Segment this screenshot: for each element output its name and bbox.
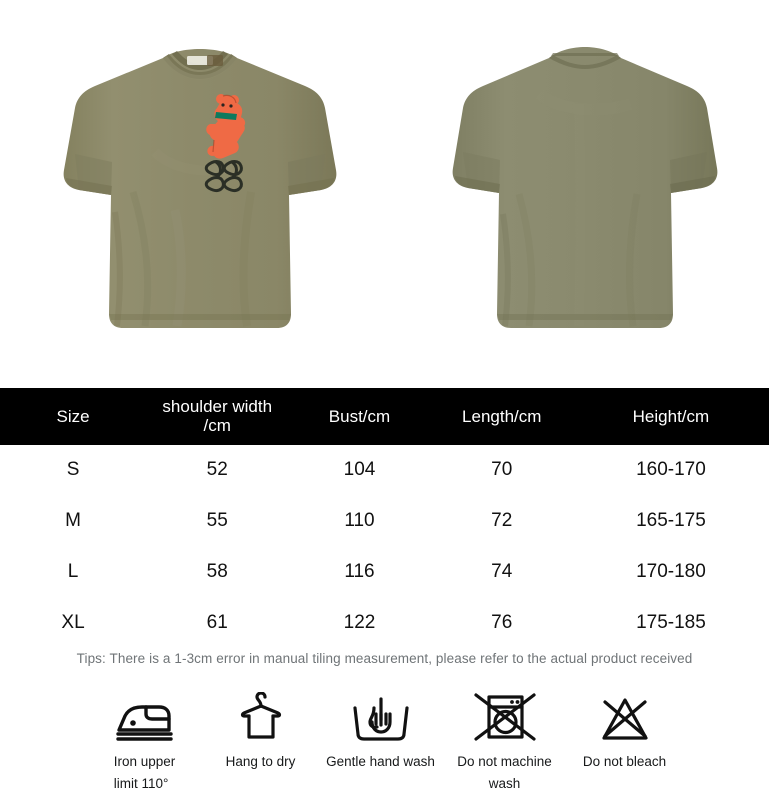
header-shoulder-line1: shoulder width — [162, 397, 273, 416]
header-height: Height/cm — [572, 388, 769, 446]
care-item-hang-dry: Hang to dry — [203, 690, 319, 773]
tshirt-back-image — [449, 44, 721, 345]
care-label-hand-wash: Gentle hand wash — [326, 754, 435, 770]
cell-size: S — [0, 445, 147, 497]
header-shoulder-width: shoulder width /cm — [146, 388, 289, 446]
tshirt-front-image — [55, 42, 345, 347]
care-label-hang-dry: Hang to dry — [225, 754, 296, 770]
table-row: S 52 104 70 160-170 — [0, 445, 769, 497]
cell-shoulder: 52 — [146, 445, 289, 497]
care-item-no-bleach: Do not bleach — [567, 690, 683, 773]
cell-size: L — [0, 547, 147, 599]
care-instructions-row: Iron upper limit 110° Hang to dry — [0, 666, 769, 796]
care-item-hand-wash: Gentle hand wash — [319, 690, 443, 773]
cell-size: M — [0, 496, 147, 548]
cell-height: 175-185 — [572, 598, 769, 650]
cell-length: 74 — [430, 547, 573, 599]
no-bleach-icon — [596, 690, 654, 742]
cell-bust: 104 — [288, 445, 431, 497]
cell-shoulder: 58 — [146, 547, 289, 599]
cell-length: 72 — [430, 496, 573, 548]
cell-size: XL — [0, 598, 147, 650]
header-bust-label: Bust/cm — [328, 406, 391, 426]
size-chart-header: Size shoulder width /cm Bust/cm Length/c… — [0, 388, 769, 446]
cell-height: 170-180 — [572, 547, 769, 599]
no-machine-wash-icon — [473, 690, 537, 742]
cell-shoulder: 55 — [146, 496, 289, 548]
care-label-no-machine-wash: Do not machine wash — [457, 754, 552, 792]
hang-to-dry-icon — [232, 690, 290, 742]
cell-length: 70 — [430, 445, 573, 497]
product-photo-front[interactable] — [0, 0, 400, 388]
header-height-label: Height/cm — [632, 406, 710, 426]
header-size: Size — [0, 388, 147, 446]
care-label-iron: Iron upper limit 110° — [113, 754, 176, 792]
care-item-iron: Iron upper limit 110° — [87, 690, 203, 796]
product-gallery — [0, 0, 769, 388]
iron-icon — [115, 690, 175, 742]
tshirt-back-svg — [452, 47, 717, 328]
care-item-no-machine-wash: Do not machine wash — [443, 690, 567, 796]
header-size-label: Size — [56, 406, 90, 426]
tshirt-front-svg — [63, 49, 337, 328]
cell-height: 160-170 — [572, 445, 769, 497]
hand-wash-icon — [350, 690, 412, 742]
cell-bust: 110 — [288, 496, 431, 548]
size-chart-table: Size shoulder width /cm Bust/cm Length/c… — [0, 388, 769, 650]
measurement-tips: Tips: There is a 1-3cm error in manual t… — [76, 651, 693, 667]
table-row: M 55 110 72 165-175 — [0, 496, 769, 548]
table-header-row: Size shoulder width /cm Bust/cm Length/c… — [0, 388, 769, 446]
header-bust: Bust/cm — [288, 388, 431, 446]
cell-height: 165-175 — [572, 496, 769, 548]
header-length-label: Length/cm — [462, 406, 542, 426]
care-label-no-bleach: Do not bleach — [582, 754, 667, 770]
header-length: Length/cm — [430, 388, 573, 446]
product-photo-back[interactable] — [400, 0, 769, 388]
size-chart-body: S 52 104 70 160-170 M 55 110 72 165-175 … — [0, 445, 769, 650]
cell-bust: 116 — [288, 547, 431, 599]
table-row: XL 61 122 76 175-185 — [0, 598, 769, 650]
header-shoulder-line2: /cm — [203, 416, 231, 436]
chest-graphic-logo — [204, 160, 243, 192]
cell-bust: 122 — [288, 598, 431, 650]
cell-length: 76 — [430, 598, 573, 650]
table-row: L 58 116 74 170-180 — [0, 547, 769, 599]
cell-shoulder: 61 — [146, 598, 289, 650]
chest-graphic-bear — [206, 94, 246, 159]
